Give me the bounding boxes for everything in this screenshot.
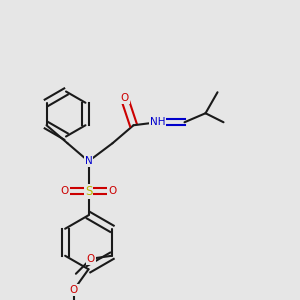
Text: N: N	[85, 156, 92, 166]
Text: O: O	[69, 285, 78, 295]
Text: O: O	[60, 186, 69, 196]
Text: O: O	[87, 254, 95, 264]
Text: NH: NH	[150, 117, 165, 127]
Text: O: O	[120, 93, 129, 103]
Text: S: S	[85, 185, 92, 198]
Text: O: O	[108, 186, 117, 196]
Text: S: S	[85, 185, 92, 198]
